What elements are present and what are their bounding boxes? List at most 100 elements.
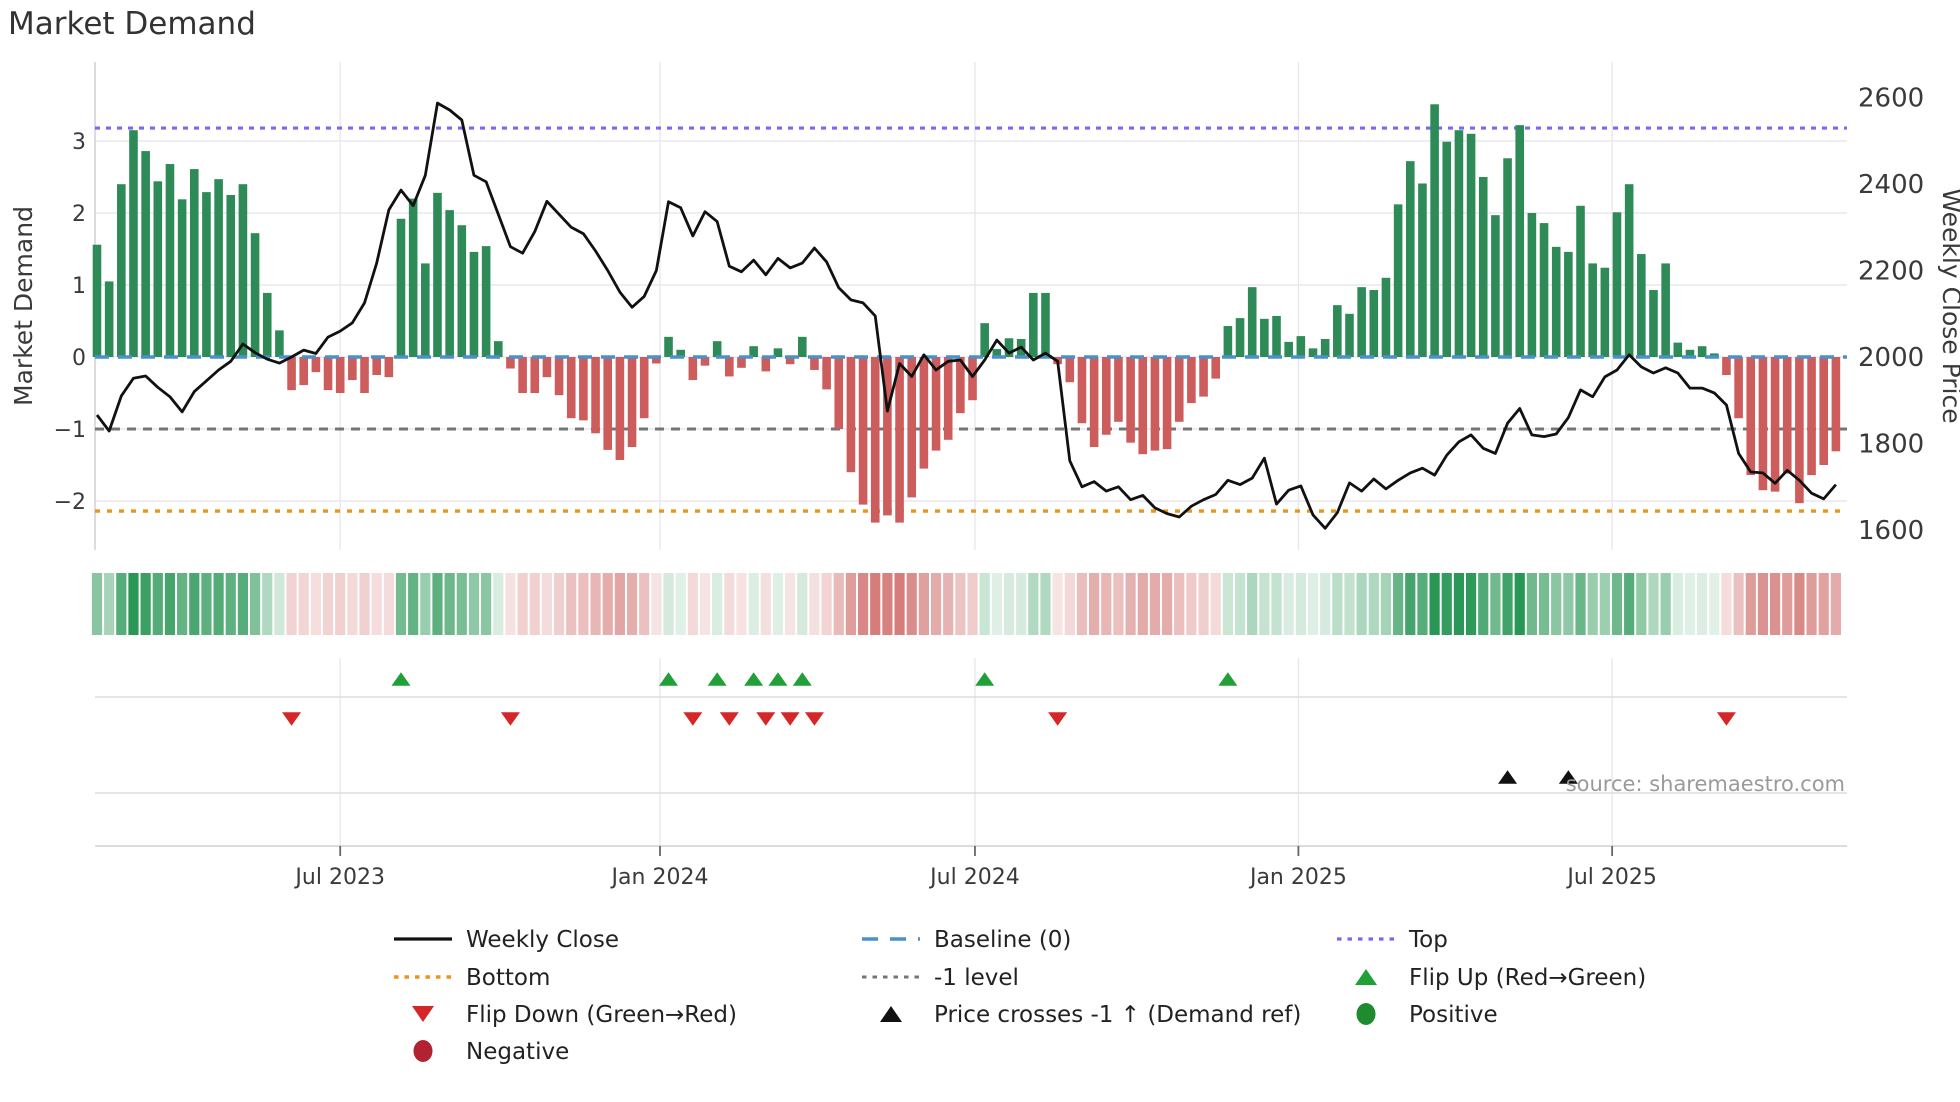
demand-bar	[1357, 287, 1366, 357]
heatmap-cell	[1769, 573, 1781, 635]
heatmap-cell	[1052, 573, 1063, 635]
heatmap-cell	[1380, 573, 1392, 635]
demand-bar	[262, 292, 272, 357]
heatmap-cell	[237, 573, 249, 635]
heatmap-cell	[481, 573, 492, 635]
demand-bar	[1101, 357, 1111, 435]
heatmap-cell	[1113, 573, 1124, 635]
heatmap-cell	[1587, 573, 1598, 635]
heatmap-cell	[566, 573, 577, 635]
heatmap-cell	[1502, 573, 1513, 635]
heatmap-cell	[712, 573, 723, 635]
x-tick-label: Jan 2025	[1248, 865, 1347, 890]
demand-bar	[1369, 290, 1379, 357]
demand-bar	[761, 357, 771, 372]
x-tick-label: Jul 2024	[928, 865, 1020, 890]
demand-bar	[1782, 357, 1792, 474]
demand-bar	[506, 357, 515, 369]
flip-up-marker	[768, 672, 788, 686]
heatmap-cell	[772, 573, 784, 635]
demand-bar	[226, 195, 236, 357]
legend-label: -1 level	[934, 965, 1019, 991]
heatmap-cell	[1490, 573, 1501, 635]
demand-bar	[797, 336, 807, 357]
demand-bar	[1588, 263, 1597, 357]
demand-bar	[1187, 357, 1196, 404]
heatmap-cell	[639, 573, 650, 635]
demand-bar	[1527, 213, 1537, 357]
demand-bar	[311, 357, 321, 373]
demand-bar	[1697, 346, 1707, 357]
demand-bar	[104, 281, 114, 357]
heatmap-cell	[1283, 573, 1294, 635]
heatmap-cell	[1429, 573, 1440, 635]
demand-bar	[250, 233, 260, 357]
legend-top: Top	[1337, 927, 1448, 953]
heatmap-cell	[408, 573, 419, 635]
heatmap-cell	[894, 573, 905, 635]
legend-flip-down: Flip Down (Green→Red)	[412, 1002, 737, 1028]
demand-bar	[1247, 287, 1257, 357]
heatmap-cell	[857, 573, 869, 635]
demand-bar	[883, 357, 892, 516]
demand-bar	[579, 357, 588, 421]
heatmap-cell	[432, 573, 443, 635]
demand-bar	[773, 348, 783, 357]
legend: Weekly Close Baseline (0) Top Bottom -1 leve…	[394, 927, 1646, 1065]
flip-down-marker	[719, 712, 739, 726]
demand-bar	[1041, 292, 1050, 357]
demand-bar	[1223, 326, 1233, 357]
demand-bar	[360, 357, 369, 393]
demand-bar	[1758, 357, 1768, 491]
heatmap-cell	[1186, 573, 1197, 635]
heatmap-cell	[979, 573, 990, 635]
flip-down-marker	[683, 712, 703, 726]
demand-bar	[749, 346, 758, 357]
negative-icon	[413, 1040, 433, 1062]
demand-bar	[1199, 357, 1208, 397]
heatmap-cell	[177, 573, 188, 635]
heatmap-cell	[1210, 573, 1221, 635]
heatmap-cell	[359, 573, 370, 635]
demand-bar	[1576, 205, 1585, 357]
flip-up-marker	[792, 672, 812, 686]
heatmap-cell	[1149, 573, 1161, 635]
heatmap-cell	[189, 573, 200, 635]
heatmap-cell	[1198, 573, 1209, 635]
demand-bar	[700, 357, 710, 366]
heatmap-cell	[1648, 573, 1659, 635]
heatmap-cell	[809, 573, 820, 635]
heatmap-cell	[1101, 573, 1112, 635]
demand-bar	[810, 357, 819, 370]
heatmap-cell	[736, 573, 747, 635]
demand-bar	[275, 330, 284, 357]
heatmap-cell	[943, 573, 954, 635]
demand-bar	[1770, 357, 1780, 492]
demand-bar	[688, 357, 698, 381]
heatmap-cell	[529, 573, 540, 635]
demand-bar	[1138, 357, 1148, 455]
flip-down-marker	[756, 712, 776, 726]
demand-bar	[1150, 357, 1160, 451]
heatmap-cell	[1672, 573, 1683, 635]
demand-bar	[202, 192, 211, 357]
heatmap-cell	[797, 573, 808, 635]
demand-bar	[907, 357, 917, 498]
demand-bar	[1272, 315, 1281, 357]
demand-bar	[1004, 338, 1014, 357]
demand-bar	[299, 357, 309, 386]
heatmap-cell	[1599, 573, 1610, 635]
heatmap-cell	[955, 573, 966, 635]
demand-bar	[956, 357, 965, 414]
source-credit: source: sharemaestro.com	[1566, 772, 1845, 796]
demand-bar	[1503, 158, 1512, 357]
heatmap-cell	[225, 573, 236, 635]
heatmap-cell	[1174, 573, 1185, 635]
heatmap-cell	[1660, 573, 1671, 635]
demand-bar	[554, 357, 564, 396]
demand-bar	[639, 357, 649, 419]
demand-bar	[481, 246, 491, 357]
demand-bar	[1114, 357, 1123, 422]
demand-bar	[1418, 183, 1427, 357]
